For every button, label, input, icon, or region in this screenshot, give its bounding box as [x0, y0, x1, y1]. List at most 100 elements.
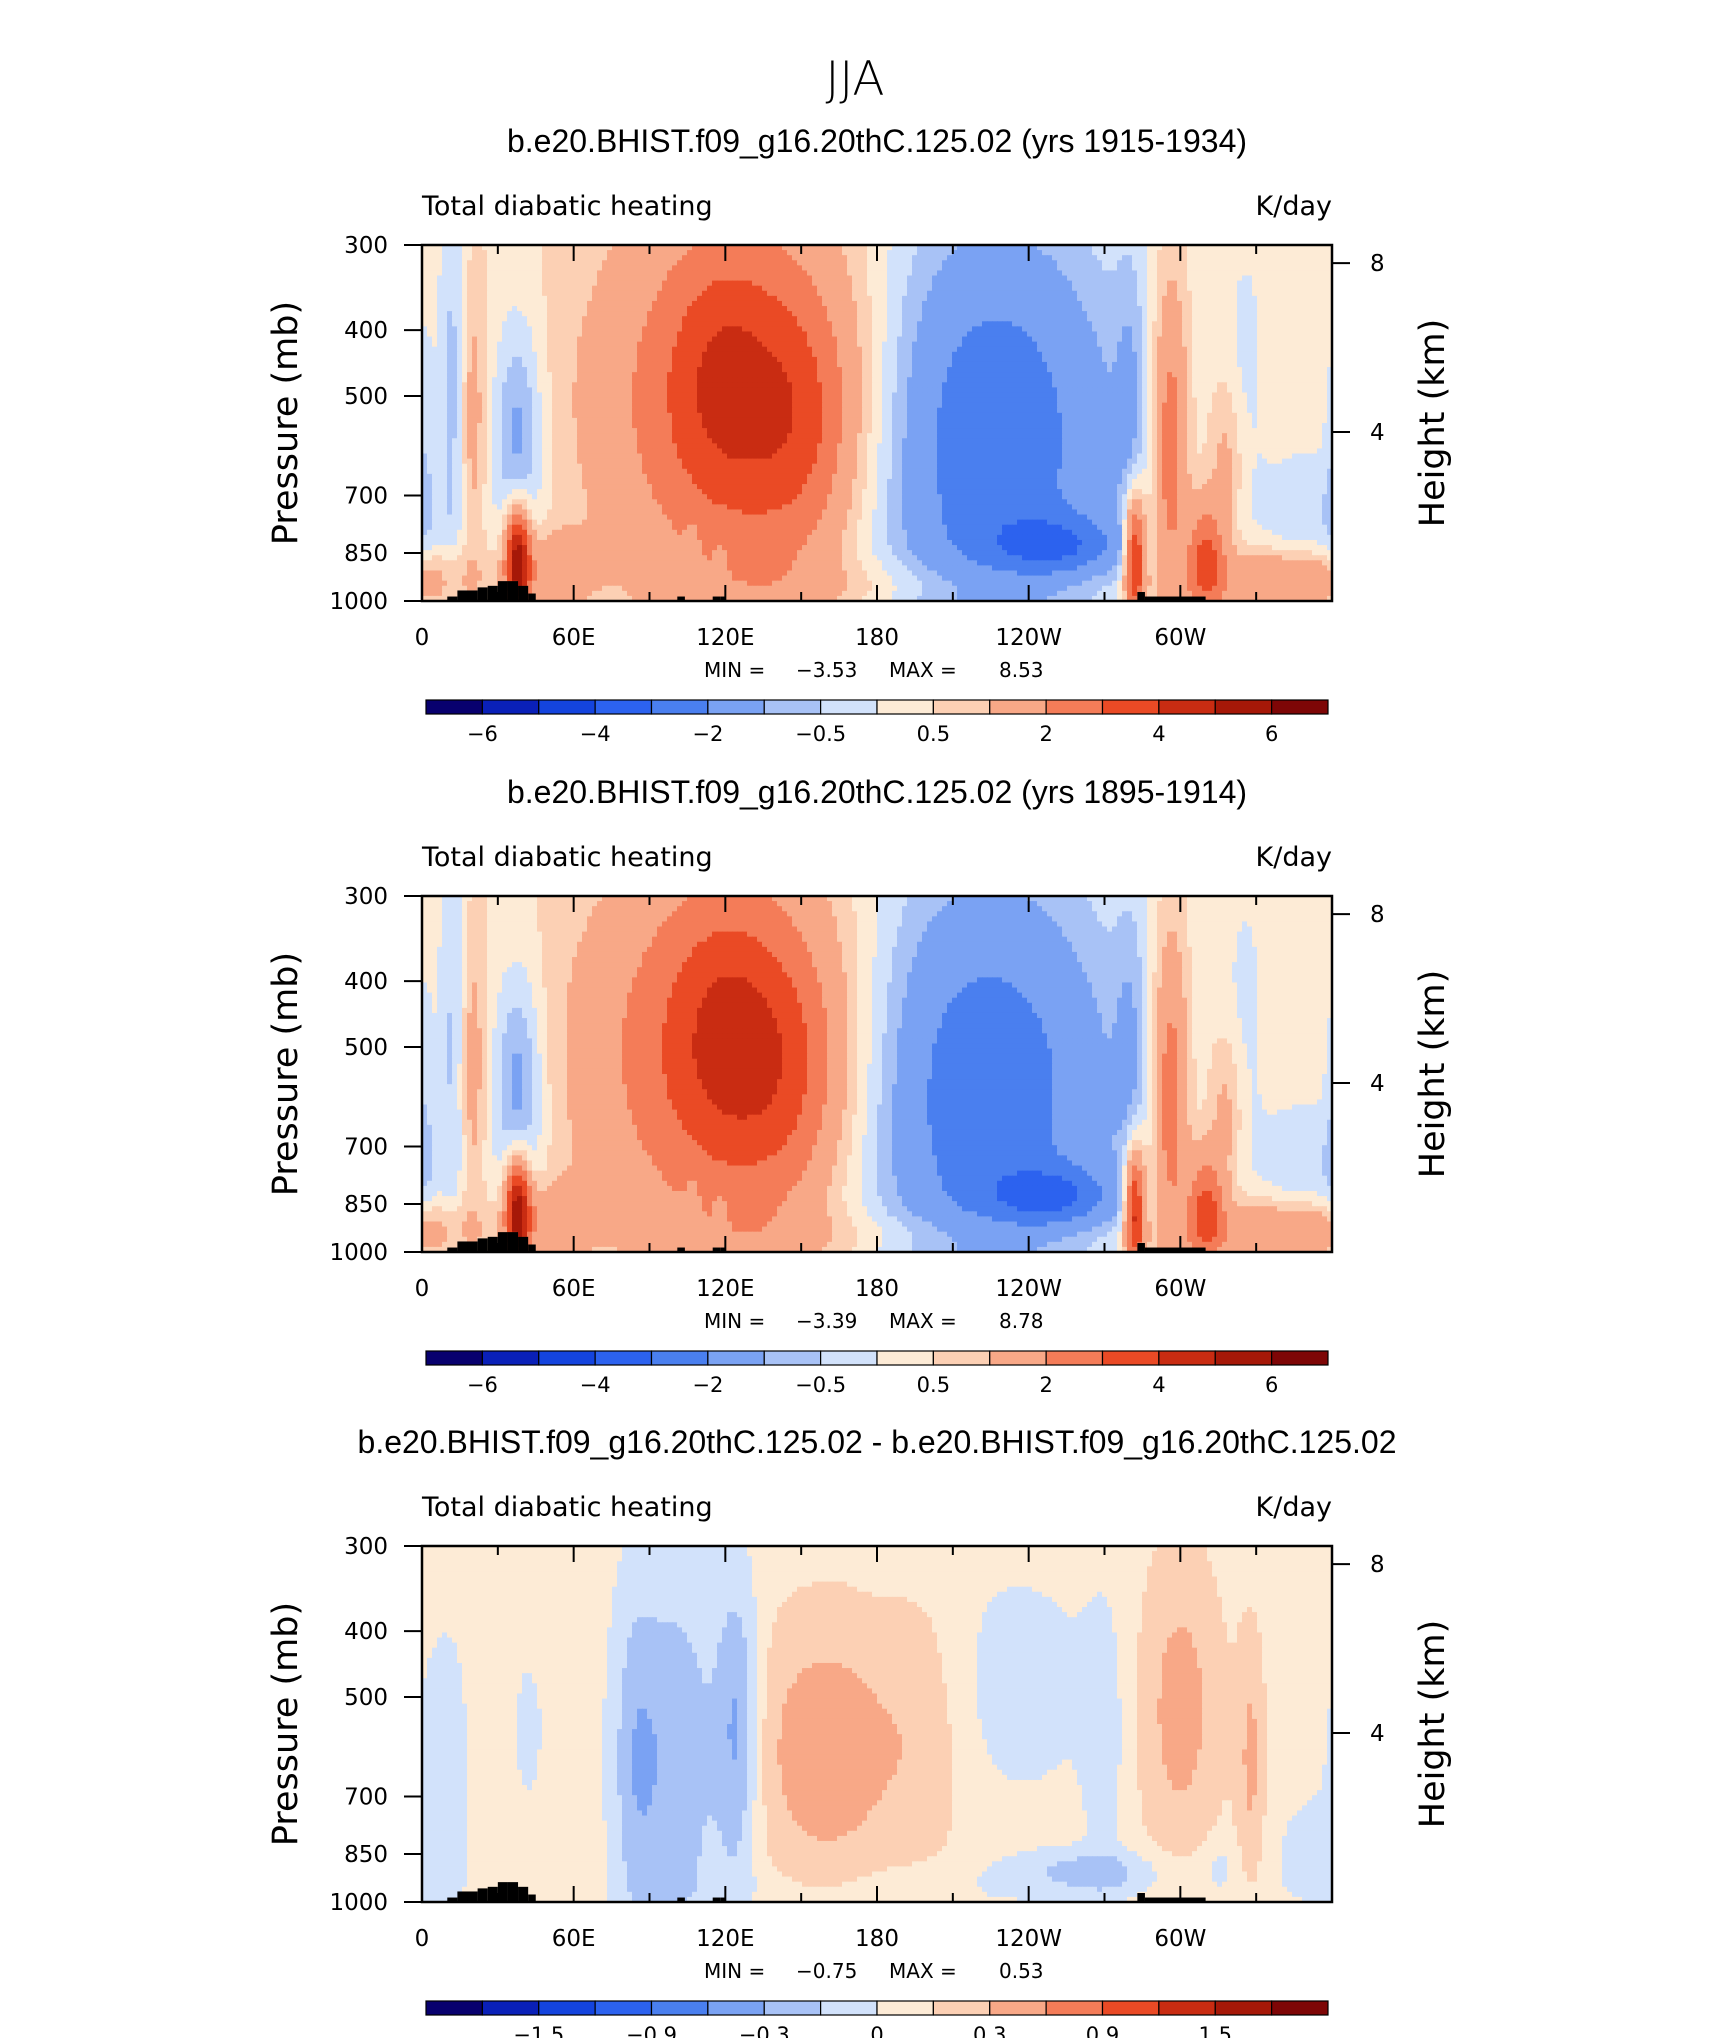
field-cell [1102, 367, 1108, 373]
field-cell [802, 356, 808, 363]
field-cell [1207, 306, 1213, 312]
field-cell [742, 346, 748, 353]
field-cell [1317, 321, 1323, 327]
field-cell [1162, 295, 1168, 302]
field-cell [492, 306, 498, 312]
field-cell [952, 265, 958, 272]
field-cell [1197, 295, 1203, 302]
field-cell [952, 290, 958, 297]
field-cell [712, 367, 718, 373]
field-cell [1172, 250, 1178, 256]
field-cell [1217, 280, 1223, 287]
field-cell [1297, 326, 1303, 333]
field-cell [797, 356, 803, 363]
field-cell [647, 265, 653, 272]
field-cell [457, 265, 463, 272]
field-cell [1122, 295, 1128, 302]
field-cell [1187, 250, 1193, 256]
field-cell [492, 331, 498, 338]
field-cell [462, 280, 468, 287]
field-cell [762, 341, 768, 348]
field-cell [1102, 275, 1108, 282]
field-cell [832, 361, 838, 368]
field-cell [1147, 311, 1153, 317]
field-cell [757, 260, 763, 266]
field-cell [567, 311, 573, 317]
field-cell [1287, 280, 1293, 287]
field-cell [712, 290, 718, 297]
field-cell [637, 306, 643, 312]
field-cell [492, 260, 498, 266]
field-cell [1297, 250, 1303, 256]
field-cell [782, 361, 788, 368]
field-cell [437, 331, 443, 338]
field-cell [1007, 285, 1013, 292]
field-cell [1062, 270, 1068, 277]
field-cell [972, 260, 978, 266]
field-cell [522, 295, 528, 302]
field-cell [457, 300, 463, 307]
field-cell [437, 367, 443, 373]
field-cell [597, 361, 603, 368]
field-cell [1027, 306, 1033, 312]
field-cell [1092, 295, 1098, 302]
field-cell [937, 361, 943, 368]
field-cell [692, 270, 698, 277]
field-cell [602, 336, 608, 343]
field-cell [972, 356, 978, 363]
field-cell [1042, 295, 1048, 302]
field-cell [692, 377, 698, 383]
field-cell [832, 356, 838, 363]
field-cell [1137, 341, 1143, 348]
field-cell [572, 306, 578, 312]
field-cell [977, 265, 983, 272]
field-cell [1022, 245, 1028, 251]
field-cell [1197, 300, 1203, 307]
field-cell [1282, 270, 1288, 277]
field-cell [1292, 306, 1298, 312]
field-cell [1017, 346, 1023, 353]
field-cell [1197, 356, 1203, 363]
field-cell [1072, 336, 1078, 343]
field-cell [547, 377, 553, 383]
field-cell [1047, 367, 1053, 373]
field-cell [432, 250, 438, 256]
field-cell [1192, 260, 1198, 266]
field-cell [782, 321, 788, 327]
field-cell [1027, 316, 1033, 322]
field-cell [937, 351, 943, 358]
field-cell [912, 295, 918, 302]
field-cell [477, 295, 483, 302]
field-cell [857, 290, 863, 297]
field-cell [532, 245, 538, 251]
field-cell [1022, 260, 1028, 266]
field-cell [582, 280, 588, 287]
field-cell [1292, 341, 1298, 348]
field-cell [732, 331, 738, 338]
field-cell [897, 356, 903, 363]
field-cell [437, 326, 443, 333]
field-cell [1087, 341, 1093, 348]
field-cell [1177, 280, 1183, 287]
field-cell [942, 306, 948, 312]
field-cell [992, 361, 998, 368]
field-cell [422, 361, 428, 368]
field-cell [562, 372, 568, 378]
field-cell [692, 265, 698, 272]
field-cell [1127, 346, 1133, 353]
field-cell [1272, 361, 1278, 368]
field-cell [812, 361, 818, 368]
field-cell [1047, 326, 1053, 333]
field-cell [687, 290, 693, 297]
field-cell [782, 250, 788, 256]
field-cell [787, 356, 793, 363]
field-cell [677, 260, 683, 266]
field-cell [1152, 336, 1158, 343]
field-cell [1192, 367, 1198, 373]
field-cell [877, 316, 883, 322]
field-cell [977, 270, 983, 277]
field-cell [1012, 245, 1018, 251]
field-cell [1262, 331, 1268, 338]
field-cell [647, 331, 653, 338]
field-cell [927, 285, 933, 292]
